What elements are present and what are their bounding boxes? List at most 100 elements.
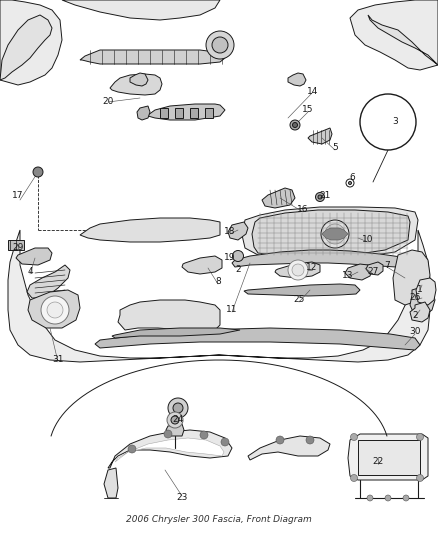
Text: 26: 26 bbox=[410, 294, 420, 303]
Bar bbox=[358, 440, 420, 475]
Circle shape bbox=[173, 403, 183, 413]
Text: 29: 29 bbox=[12, 244, 24, 253]
Circle shape bbox=[367, 495, 373, 501]
Text: 4: 4 bbox=[27, 268, 33, 277]
Circle shape bbox=[417, 474, 424, 481]
Polygon shape bbox=[242, 207, 418, 262]
Text: 6: 6 bbox=[349, 174, 355, 182]
Polygon shape bbox=[410, 302, 430, 322]
Text: 8: 8 bbox=[215, 278, 221, 287]
Circle shape bbox=[350, 474, 357, 481]
Text: 3: 3 bbox=[392, 117, 398, 126]
Polygon shape bbox=[112, 328, 240, 338]
Polygon shape bbox=[252, 210, 410, 258]
Circle shape bbox=[350, 433, 357, 440]
Text: 27: 27 bbox=[367, 268, 379, 277]
Polygon shape bbox=[104, 468, 118, 498]
Circle shape bbox=[315, 192, 325, 201]
Polygon shape bbox=[115, 438, 224, 462]
Circle shape bbox=[349, 182, 352, 184]
Polygon shape bbox=[322, 228, 348, 240]
Polygon shape bbox=[110, 74, 162, 95]
Circle shape bbox=[288, 260, 308, 280]
Polygon shape bbox=[393, 250, 430, 305]
Text: 2: 2 bbox=[412, 311, 418, 319]
Circle shape bbox=[318, 195, 322, 199]
Text: 24: 24 bbox=[173, 416, 184, 424]
Circle shape bbox=[206, 31, 234, 59]
Polygon shape bbox=[28, 290, 80, 328]
Text: 17: 17 bbox=[12, 191, 24, 200]
Circle shape bbox=[171, 416, 179, 424]
Polygon shape bbox=[137, 106, 150, 120]
Text: 23: 23 bbox=[177, 494, 188, 503]
Circle shape bbox=[290, 120, 300, 130]
Polygon shape bbox=[130, 73, 148, 86]
Text: 31: 31 bbox=[52, 356, 64, 365]
Polygon shape bbox=[146, 104, 225, 120]
Polygon shape bbox=[0, 0, 62, 85]
Text: 12: 12 bbox=[306, 263, 318, 272]
Circle shape bbox=[212, 37, 228, 53]
Text: 16: 16 bbox=[297, 206, 309, 214]
Bar bbox=[190, 108, 198, 118]
Circle shape bbox=[167, 412, 183, 428]
Polygon shape bbox=[228, 222, 248, 240]
Polygon shape bbox=[416, 278, 436, 305]
Circle shape bbox=[33, 167, 43, 177]
Text: 19: 19 bbox=[224, 254, 236, 262]
Circle shape bbox=[47, 302, 63, 318]
Bar bbox=[205, 108, 213, 118]
Circle shape bbox=[276, 436, 284, 444]
Polygon shape bbox=[348, 434, 428, 480]
Polygon shape bbox=[219, 230, 430, 362]
Polygon shape bbox=[244, 284, 360, 296]
Polygon shape bbox=[0, 15, 52, 80]
Circle shape bbox=[164, 430, 172, 438]
Polygon shape bbox=[80, 50, 225, 64]
Text: 15: 15 bbox=[302, 106, 314, 115]
Text: 14: 14 bbox=[307, 87, 319, 96]
Polygon shape bbox=[8, 230, 219, 362]
Circle shape bbox=[321, 220, 349, 248]
Text: 13: 13 bbox=[342, 271, 354, 279]
Circle shape bbox=[293, 123, 297, 127]
Circle shape bbox=[41, 296, 69, 324]
Circle shape bbox=[200, 431, 208, 439]
Polygon shape bbox=[27, 265, 70, 298]
Polygon shape bbox=[262, 188, 295, 208]
Polygon shape bbox=[368, 15, 438, 65]
Text: 11: 11 bbox=[226, 305, 238, 314]
Circle shape bbox=[168, 398, 188, 418]
Bar bbox=[175, 108, 183, 118]
Text: 2006 Chrysler 300 Fascia, Front Diagram: 2006 Chrysler 300 Fascia, Front Diagram bbox=[126, 515, 312, 524]
Circle shape bbox=[346, 179, 354, 187]
Circle shape bbox=[360, 94, 416, 150]
Text: 22: 22 bbox=[372, 457, 384, 466]
Circle shape bbox=[385, 495, 391, 501]
Polygon shape bbox=[350, 0, 438, 70]
Circle shape bbox=[306, 436, 314, 444]
Text: 10: 10 bbox=[362, 236, 374, 245]
Bar bbox=[8, 240, 24, 250]
Circle shape bbox=[292, 264, 304, 276]
Text: 7: 7 bbox=[384, 261, 390, 270]
Polygon shape bbox=[410, 286, 435, 315]
Polygon shape bbox=[345, 264, 372, 280]
Text: 30: 30 bbox=[409, 327, 421, 336]
Polygon shape bbox=[288, 73, 306, 86]
Bar bbox=[160, 108, 168, 118]
Text: 21: 21 bbox=[319, 190, 331, 199]
Text: 2: 2 bbox=[235, 265, 241, 274]
Circle shape bbox=[325, 224, 345, 244]
Circle shape bbox=[233, 251, 244, 262]
Polygon shape bbox=[118, 300, 220, 332]
Polygon shape bbox=[16, 248, 52, 265]
Polygon shape bbox=[232, 250, 415, 268]
Polygon shape bbox=[62, 0, 220, 20]
Polygon shape bbox=[80, 218, 220, 242]
Text: 18: 18 bbox=[224, 228, 236, 237]
Circle shape bbox=[417, 433, 424, 440]
Polygon shape bbox=[108, 430, 232, 468]
Polygon shape bbox=[182, 256, 222, 274]
